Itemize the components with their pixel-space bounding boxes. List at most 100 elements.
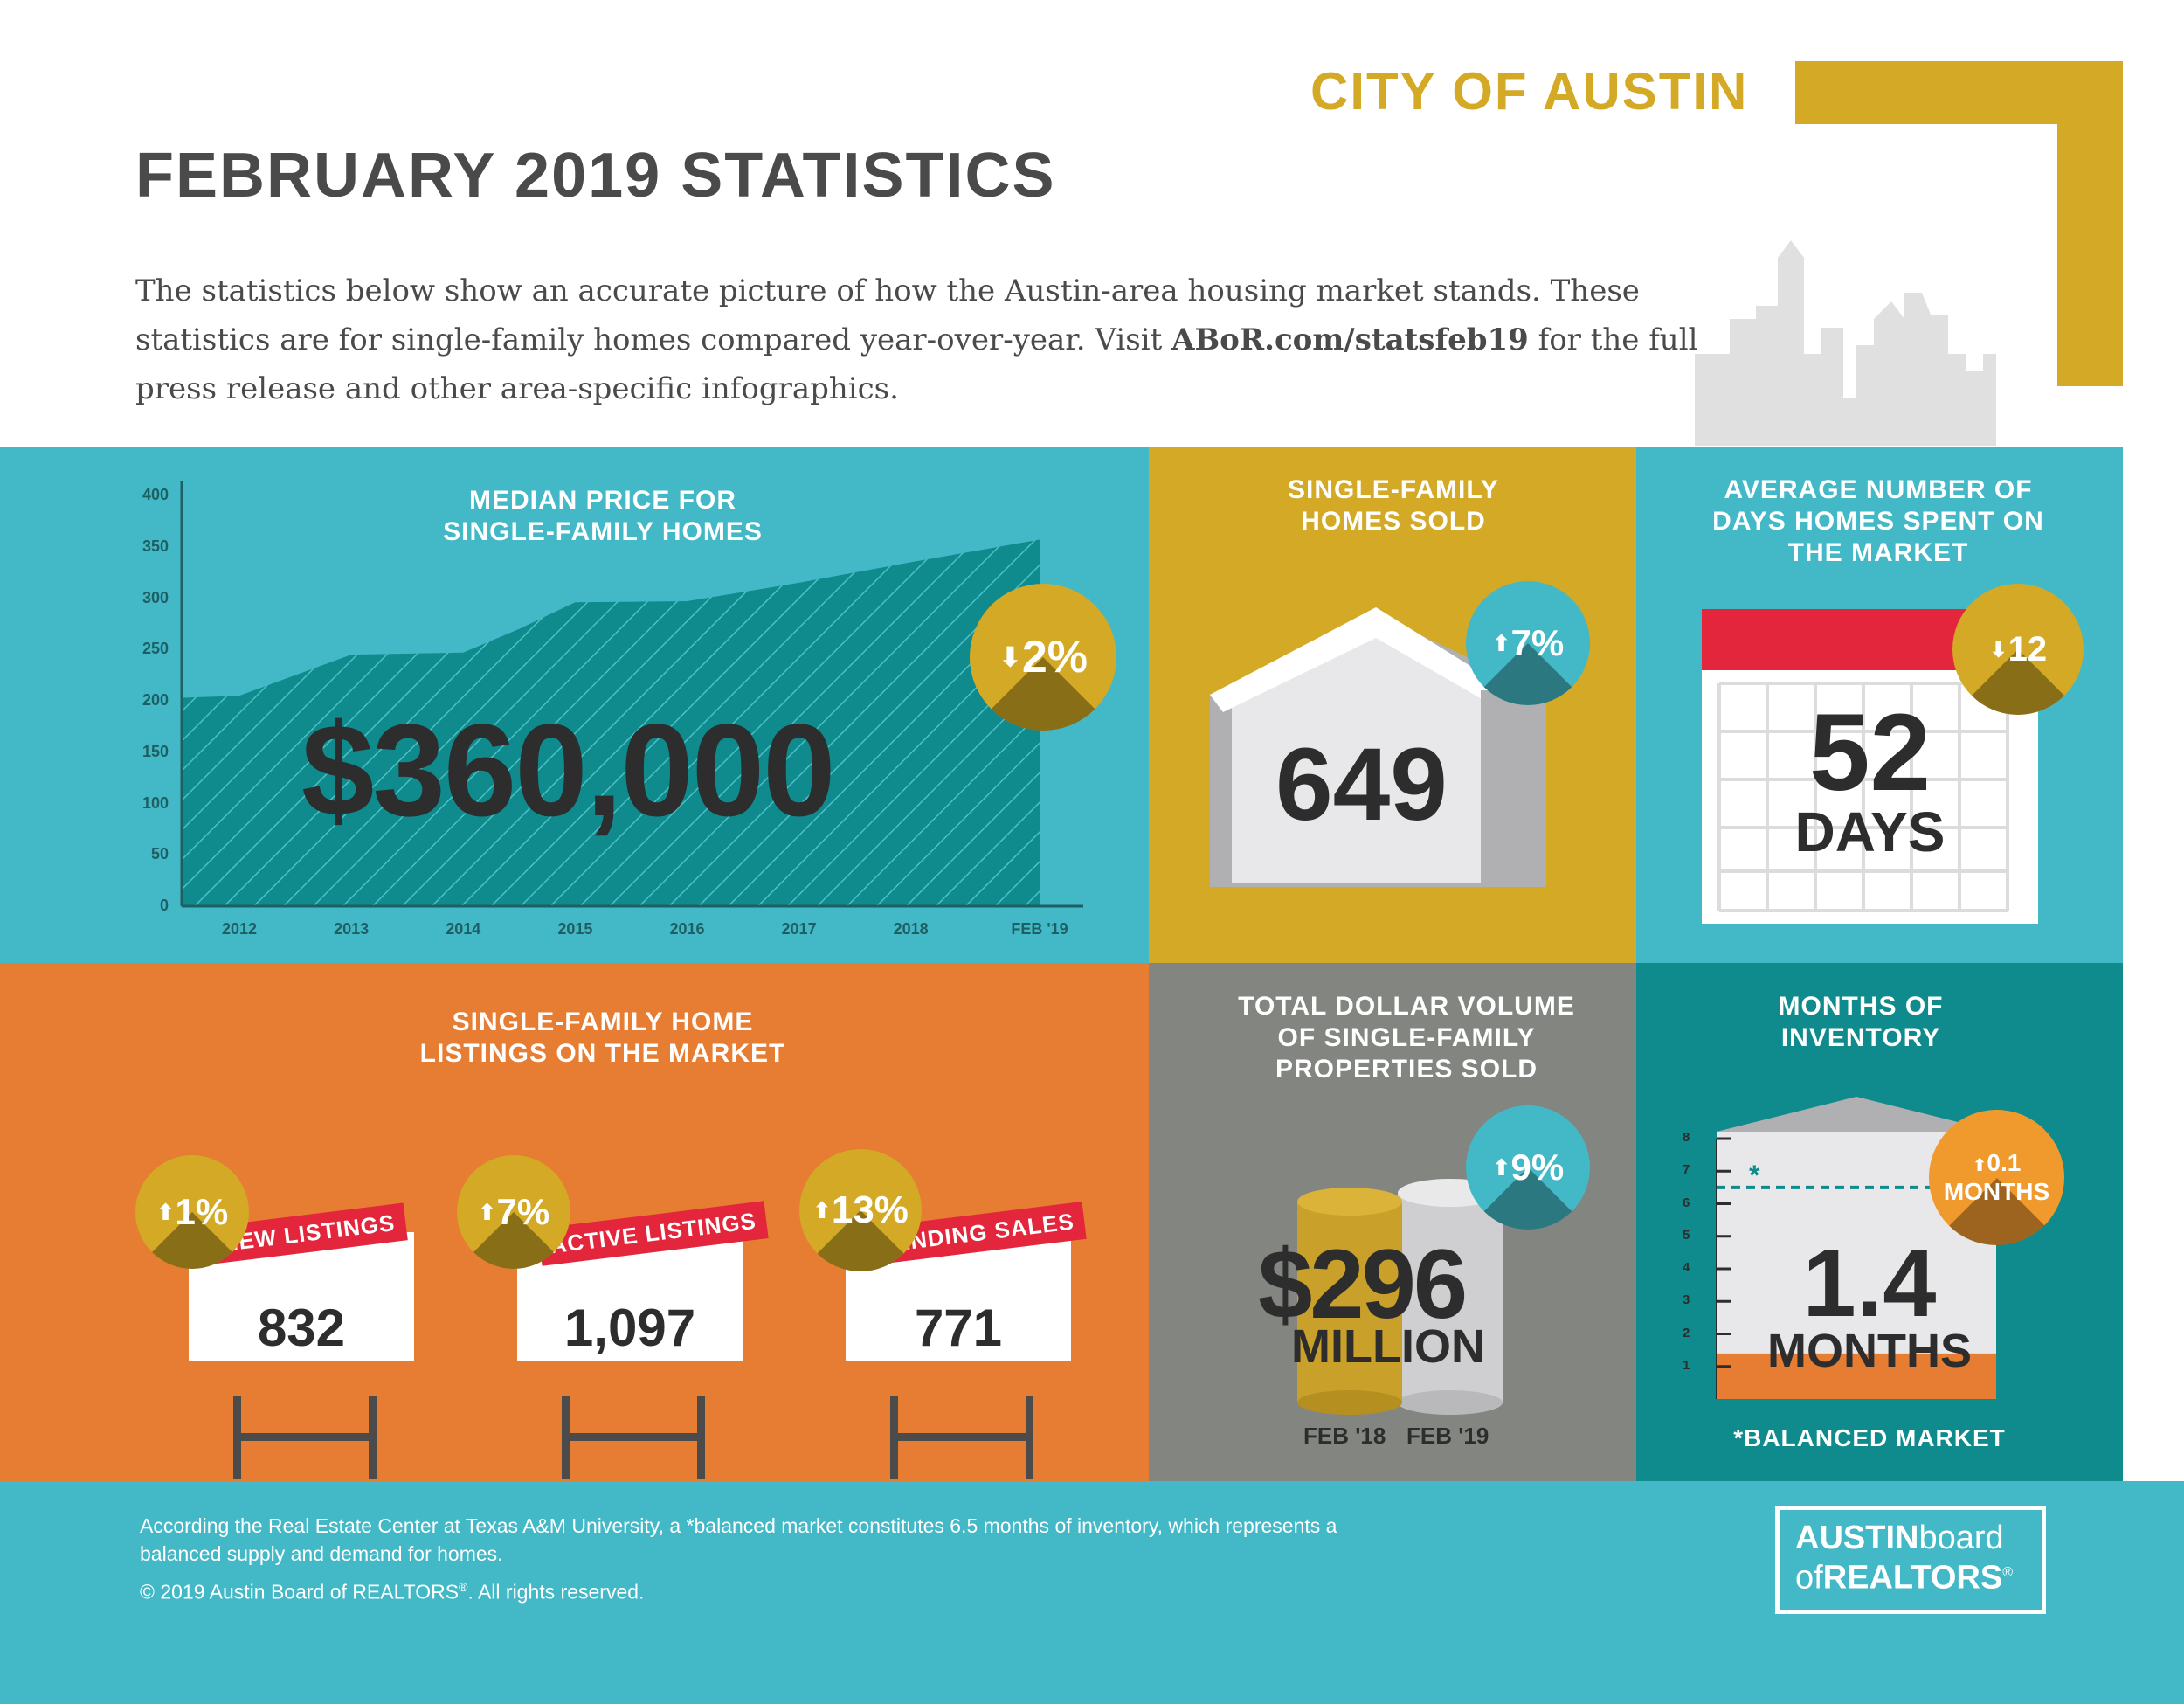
inventory-tick-label: 5 bbox=[1683, 1227, 1690, 1243]
feb19-label: FEB '19 bbox=[1406, 1423, 1489, 1449]
median-price-change: 2% bbox=[1021, 632, 1088, 682]
new-listings-value: 832 bbox=[257, 1299, 346, 1357]
y-tick-label: 0 bbox=[159, 897, 169, 914]
pending-sales-value: 771 bbox=[914, 1299, 1003, 1357]
dollar-volume-unit: MILLION bbox=[1291, 1320, 1485, 1373]
listings-title: SINGLE-FAMILY HOME LISTINGS ON THE MARKE… bbox=[341, 1007, 865, 1070]
up-arrow-icon: ⬆ bbox=[1972, 1156, 1987, 1175]
y-tick-label: 150 bbox=[142, 742, 169, 760]
house-icon bbox=[1210, 607, 1546, 887]
dollar-volume-title-line3: PROPERTIES SOLD bbox=[1275, 1055, 1538, 1084]
x-tick-label: 2017 bbox=[781, 920, 817, 938]
pending-sales-change-badge: ⬆ 13% bbox=[799, 1149, 922, 1271]
inventory-tick-label: 1 bbox=[1683, 1357, 1690, 1373]
homes-sold-change-badge: ⬆ 7% bbox=[1466, 581, 1590, 705]
x-tick-label: 2012 bbox=[222, 920, 258, 938]
registered-mark: ® bbox=[459, 1580, 468, 1594]
homes-sold-change: 7% bbox=[1510, 622, 1565, 663]
sign-crossbar bbox=[233, 1433, 377, 1441]
copyright-line: © 2019 Austin Board of REALTORS®. All ri… bbox=[140, 1573, 1538, 1606]
inventory-change-value: 0.1 bbox=[1987, 1149, 2022, 1176]
y-tick-label: 50 bbox=[150, 845, 169, 863]
median-price-title: MEDIAN PRICE FOR SINGLE-FAMILY HOMES bbox=[384, 485, 821, 548]
listings-title-line2: LISTINGS ON THE MARKET bbox=[419, 1039, 786, 1068]
intro-text-before: The statistics below show an accurate pi… bbox=[135, 274, 1640, 357]
active-listings-change-badge: ⬆ 7% bbox=[457, 1155, 570, 1269]
y-tick-label: 250 bbox=[142, 640, 169, 658]
city-heading: CITY OF AUSTIN bbox=[1310, 62, 1749, 121]
sign-crossbar bbox=[890, 1433, 1033, 1441]
x-tick-label: 2013 bbox=[334, 920, 370, 938]
median-price-value: $360,000 bbox=[301, 696, 836, 843]
inventory-level-fill bbox=[1717, 1353, 1996, 1399]
logo-austin: AUSTIN bbox=[1795, 1520, 1919, 1556]
abor-logo: AUSTINboard ofREALTORS® bbox=[1775, 1506, 2046, 1614]
days-title-line2: DAYS HOMES SPENT ON bbox=[1712, 507, 2044, 536]
median-price-title-line2: SINGLE-FAMILY HOMES bbox=[443, 517, 763, 546]
median-price-title-line1: MEDIAN PRICE FOR bbox=[468, 486, 736, 515]
footer-note-line2: balanced supply and demand for homes. bbox=[140, 1542, 503, 1565]
sign-crossbar bbox=[562, 1433, 705, 1441]
page-title: FEBRUARY 2019 STATISTICS bbox=[135, 141, 1056, 211]
x-tick-label: 2015 bbox=[557, 920, 593, 938]
median-price-area bbox=[183, 539, 1040, 906]
down-arrow-icon: ⬇ bbox=[1988, 635, 2008, 662]
inventory-change-badge: ⬆0.1 MONTHS bbox=[1929, 1110, 2064, 1245]
down-arrow-icon: ⬇ bbox=[999, 641, 1022, 673]
dollar-volume-title-line1: TOTAL DOLLAR VOLUME bbox=[1238, 992, 1575, 1021]
up-arrow-icon: ⬆ bbox=[477, 1198, 497, 1225]
logo-of: of bbox=[1795, 1559, 1823, 1597]
inventory-value: 1.4 bbox=[1802, 1230, 1937, 1337]
median-price-chart bbox=[180, 481, 1083, 908]
days-change-badge: ⬇ 12 bbox=[1952, 584, 2084, 715]
y-tick-label: 100 bbox=[142, 793, 169, 812]
inventory-title: MONTHS OF INVENTORY bbox=[1686, 991, 2035, 1054]
days-title-line1: AVERAGE NUMBER OF bbox=[1724, 475, 2033, 504]
homes-sold-title-line1: SINGLE-FAMILY bbox=[1288, 475, 1499, 504]
inventory-change-unit: MONTHS bbox=[1943, 1178, 2050, 1205]
footer-note-line1: According the Real Estate Center at Texa… bbox=[140, 1514, 1337, 1537]
logo-registered-mark: ® bbox=[2002, 1565, 2013, 1580]
up-arrow-icon: ⬆ bbox=[156, 1198, 176, 1225]
pending-sales-change: 13% bbox=[831, 1188, 909, 1231]
x-tick-label: 2014 bbox=[446, 920, 481, 938]
inventory-change-value-row: ⬆0.1 bbox=[1973, 1150, 2022, 1179]
feb18-label: FEB '18 bbox=[1303, 1423, 1386, 1449]
dollar-volume-value: $296 bbox=[1258, 1230, 1468, 1339]
inventory-tick-label: 2 bbox=[1683, 1325, 1690, 1340]
dollar-volume-title: TOTAL DOLLAR VOLUME OF SINGLE-FAMILY PRO… bbox=[1188, 991, 1625, 1085]
inventory-title-line2: INVENTORY bbox=[1780, 1023, 1941, 1052]
inventory-tick-label: 8 bbox=[1683, 1130, 1690, 1145]
active-listings-change: 7% bbox=[496, 1191, 550, 1232]
days-on-market-title: AVERAGE NUMBER OF DAYS HOMES SPENT ON TH… bbox=[1660, 474, 2097, 569]
inventory-tick-label: 3 bbox=[1683, 1292, 1690, 1308]
y-tick-label: 350 bbox=[142, 537, 169, 555]
balanced-asterisk: * bbox=[1749, 1160, 1760, 1191]
rights-text: . All rights reserved. bbox=[467, 1580, 645, 1604]
logo-realtors: REALTORS bbox=[1822, 1559, 2003, 1597]
balanced-market-note: *BALANCED MARKET bbox=[1733, 1424, 2006, 1451]
days-title-line3: THE MARKET bbox=[1787, 538, 1969, 567]
coin-stacks-icon bbox=[1297, 1179, 1503, 1415]
homes-sold-title: SINGLE-FAMILY HOMES SOLD bbox=[1206, 474, 1581, 537]
days-on-market-value: 52 bbox=[1808, 692, 1932, 814]
logo-board: board bbox=[1918, 1520, 2004, 1556]
median-price-change-badge: ⬇ 2% bbox=[970, 584, 1116, 731]
press-release-link[interactable]: ABoR.com/statsfeb19 bbox=[1171, 322, 1529, 357]
x-tick-label: 2018 bbox=[893, 920, 929, 938]
inventory-unit: MONTHS bbox=[1767, 1325, 1972, 1377]
x-tick-label: FEB '19 bbox=[1011, 920, 1068, 938]
up-arrow-icon: ⬆ bbox=[1491, 629, 1511, 656]
dollar-volume-change-badge: ⬆ 9% bbox=[1466, 1105, 1590, 1230]
new-listings-change-badge: ⬆ 1% bbox=[135, 1155, 249, 1269]
intro-text-after: for the full press release and other are… bbox=[135, 322, 1698, 406]
y-tick-label: 400 bbox=[142, 486, 169, 503]
y-tick-label: 300 bbox=[142, 588, 169, 606]
days-change: 12 bbox=[2008, 629, 2048, 668]
days-on-market-unit: DAYS bbox=[1794, 800, 1946, 863]
homes-sold-value: 649 bbox=[1275, 727, 1448, 842]
copyright-text: © 2019 Austin Board of REALTORS bbox=[140, 1580, 460, 1604]
footer-note: According the Real Estate Center at Texa… bbox=[140, 1512, 1538, 1606]
inventory-title-line1: MONTHS OF bbox=[1778, 992, 1944, 1021]
footer-band bbox=[0, 1481, 2184, 1704]
